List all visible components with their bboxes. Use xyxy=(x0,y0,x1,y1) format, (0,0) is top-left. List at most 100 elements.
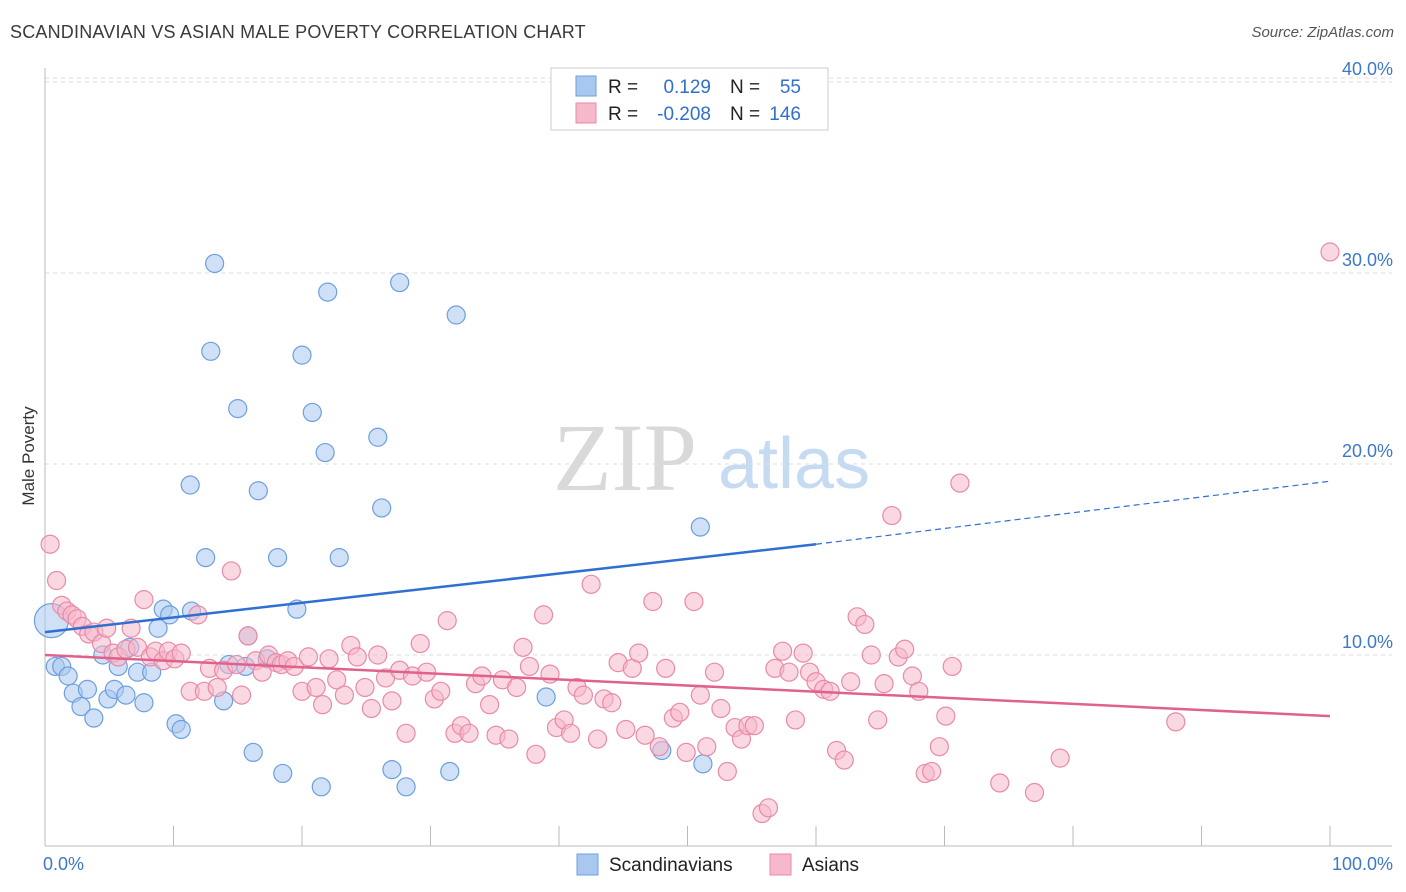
point-scandinavians xyxy=(205,253,225,274)
y-tick-label: 10.0% xyxy=(1342,632,1393,652)
legend-r-value-2: -0.208 xyxy=(657,104,711,125)
point-scandinavians xyxy=(243,742,263,763)
point-asians xyxy=(252,662,272,682)
point-asians xyxy=(629,643,649,663)
legend-r-label-2: R = xyxy=(608,104,638,125)
point-asians xyxy=(690,685,710,705)
point-asians xyxy=(238,626,258,646)
point-scandinavians xyxy=(329,547,349,568)
point-asians xyxy=(793,643,813,663)
point-scandinavians xyxy=(201,341,221,361)
point-asians xyxy=(533,605,554,625)
point-asians xyxy=(560,723,581,743)
axes xyxy=(44,68,1392,847)
point-asians xyxy=(587,729,608,749)
point-asians xyxy=(207,677,227,698)
bottom-legend-label-asians: Asians xyxy=(802,855,859,876)
point-asians xyxy=(127,637,148,657)
y-tick-label: 30.0% xyxy=(1342,250,1393,270)
point-asians xyxy=(670,702,690,722)
point-scandinavians xyxy=(292,345,312,365)
point-scandinavians xyxy=(446,305,466,325)
point-asians xyxy=(684,591,704,612)
point-asians xyxy=(895,639,915,659)
point-asians xyxy=(602,693,622,713)
point-asians xyxy=(221,561,241,581)
point-asians xyxy=(676,742,696,763)
point-scandinavians xyxy=(267,547,288,568)
point-scandinavians xyxy=(382,759,402,780)
point-asians xyxy=(861,645,881,665)
point-asians xyxy=(868,710,888,730)
point-asians xyxy=(929,737,949,757)
point-asians xyxy=(573,685,594,705)
point-asians xyxy=(361,698,381,719)
point-asians xyxy=(942,656,962,677)
point-asians xyxy=(431,681,451,701)
point-asians xyxy=(232,685,252,705)
point-scandinavians xyxy=(84,708,104,728)
point-asians xyxy=(355,677,375,698)
point-asians xyxy=(758,798,779,818)
point-scandinavians xyxy=(58,666,78,686)
legend-swatch-scandinavians xyxy=(575,75,597,97)
point-scandinavians xyxy=(160,605,180,625)
point-scandinavians xyxy=(536,687,556,707)
point-asians xyxy=(1166,712,1186,732)
chart-title: SCANDINAVIAN VS ASIAN MALE POVERTY CORRE… xyxy=(10,22,586,42)
point-asians xyxy=(171,643,191,663)
point-asians xyxy=(1024,782,1045,803)
point-asians xyxy=(319,649,339,669)
point-scandinavians xyxy=(196,547,216,568)
point-asians xyxy=(711,698,731,719)
point-asians xyxy=(513,637,533,657)
point-asians xyxy=(382,691,402,711)
point-asians xyxy=(437,611,457,631)
point-asians xyxy=(616,719,636,740)
point-scandinavians xyxy=(368,427,388,447)
tick-labels: 10.0% 20.0% 30.0% 40.0% 0.0% 100.0% xyxy=(43,59,1393,874)
legend: R = 0.129 N = 55 R = -0.208 N = 146 xyxy=(550,67,829,131)
grid-lines xyxy=(45,77,1392,656)
point-asians xyxy=(950,473,970,493)
point-scandinavians xyxy=(180,475,200,495)
point-asians xyxy=(306,677,326,698)
point-asians xyxy=(785,710,806,730)
point-scandinavians xyxy=(693,754,713,774)
legend-n-value-1: 55 xyxy=(780,77,801,98)
point-asians xyxy=(649,737,669,757)
point-asians xyxy=(922,761,942,782)
point-scandinavians xyxy=(134,693,154,713)
point-asians xyxy=(643,591,663,612)
bottom-legend-swatch-asians xyxy=(769,853,792,876)
point-asians xyxy=(410,633,430,654)
point-asians xyxy=(334,685,355,705)
point-asians xyxy=(396,723,416,743)
point-scandinavians xyxy=(315,442,335,463)
point-scandinavians xyxy=(116,685,136,705)
legend-n-label-1: N = xyxy=(730,77,760,98)
point-asians xyxy=(635,725,655,745)
point-asians xyxy=(990,773,1010,793)
legend-r-value-1: 0.129 xyxy=(663,77,711,98)
point-scandinavians xyxy=(302,402,322,423)
point-asians xyxy=(936,706,956,726)
point-asians xyxy=(46,570,67,591)
point-scandinavians xyxy=(440,761,460,782)
point-asians xyxy=(97,618,117,638)
point-asians xyxy=(656,658,676,678)
point-asians xyxy=(327,670,347,690)
point-asians xyxy=(717,761,737,782)
point-asians xyxy=(459,723,479,743)
point-asians xyxy=(874,674,894,694)
legend-n-label-2: N = xyxy=(730,104,760,125)
bottom-legend: Scandinavians Asians xyxy=(576,853,859,876)
point-asians xyxy=(779,662,799,682)
point-scandinavians xyxy=(390,272,410,293)
trend-layer xyxy=(44,480,1331,718)
point-scandinavians xyxy=(171,719,191,740)
points-layer xyxy=(33,242,1340,824)
legend-n-value-2: 146 xyxy=(769,104,801,125)
chart-source: Source: ZipAtlas.com xyxy=(1251,24,1394,41)
